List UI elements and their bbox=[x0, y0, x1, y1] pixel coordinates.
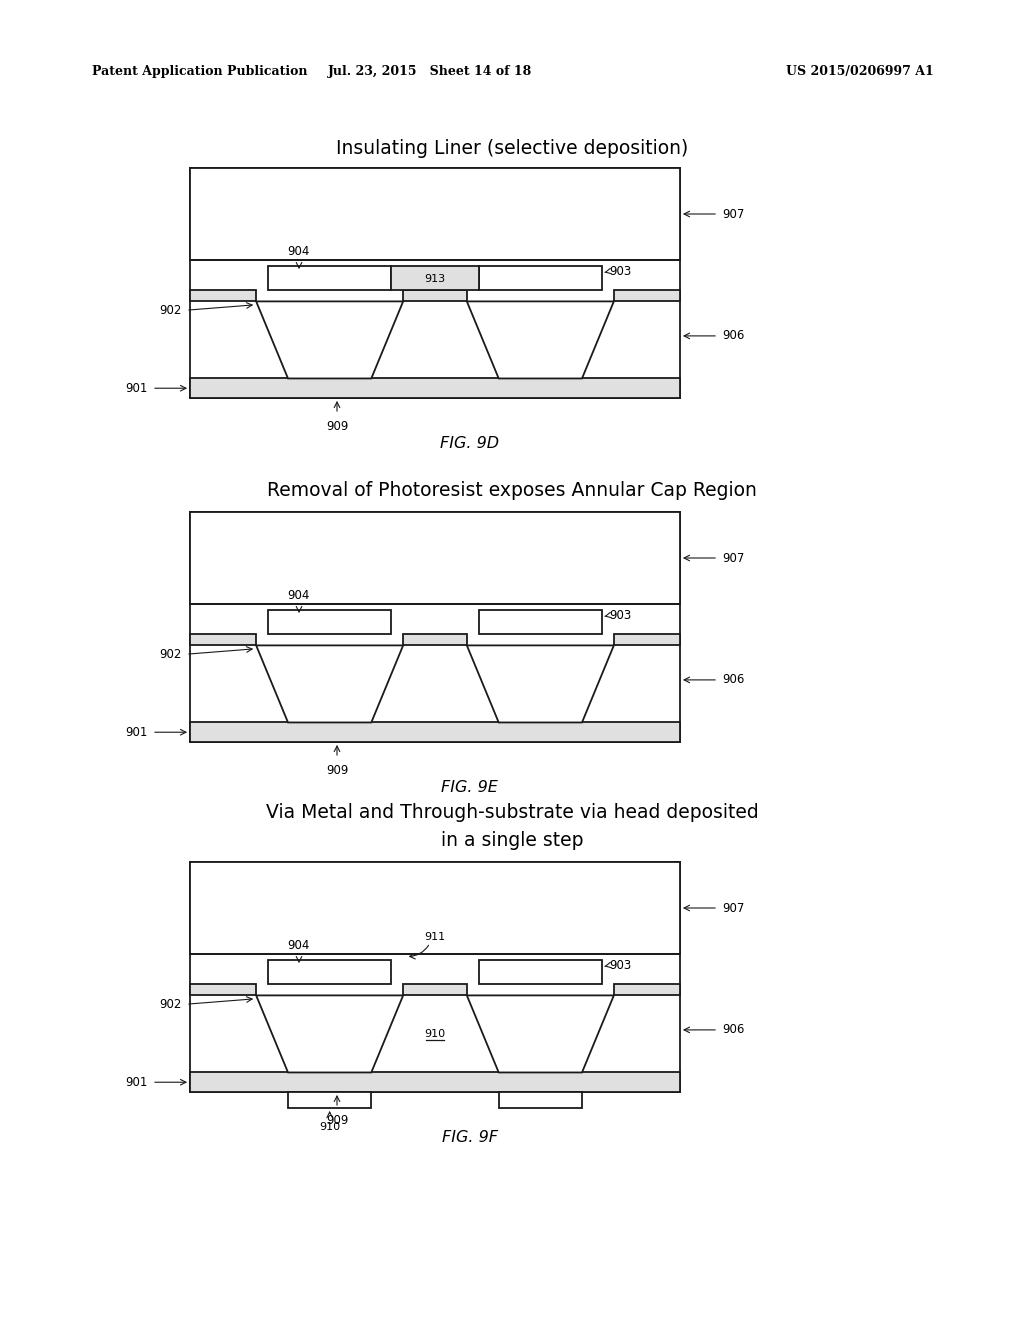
Text: Patent Application Publication: Patent Application Publication bbox=[92, 66, 307, 78]
Text: Removal of Photoresist exposes Annular Cap Region: Removal of Photoresist exposes Annular C… bbox=[267, 480, 757, 499]
Text: 909: 909 bbox=[326, 1114, 348, 1127]
Text: 909: 909 bbox=[326, 420, 348, 433]
Bar bbox=[479, 265, 601, 290]
Text: FIG. 9D: FIG. 9D bbox=[440, 436, 500, 451]
Text: 903: 903 bbox=[609, 610, 632, 622]
Polygon shape bbox=[256, 995, 403, 1072]
Text: Jul. 23, 2015   Sheet 14 of 18: Jul. 23, 2015 Sheet 14 of 18 bbox=[328, 66, 532, 78]
Bar bbox=[479, 610, 601, 635]
Text: 903: 903 bbox=[609, 960, 632, 973]
Bar bbox=[190, 379, 680, 399]
Text: 906: 906 bbox=[722, 330, 744, 342]
Bar bbox=[403, 635, 467, 645]
Bar bbox=[288, 1092, 372, 1107]
Text: in a single step: in a single step bbox=[440, 830, 584, 850]
Polygon shape bbox=[467, 301, 613, 379]
Bar bbox=[403, 985, 467, 995]
Bar bbox=[613, 985, 680, 995]
Bar bbox=[190, 512, 680, 742]
Polygon shape bbox=[256, 301, 403, 379]
Text: 907: 907 bbox=[722, 902, 744, 915]
Polygon shape bbox=[467, 645, 613, 722]
Polygon shape bbox=[467, 995, 613, 1072]
Text: 910: 910 bbox=[319, 1122, 340, 1133]
Text: Via Metal and Through-substrate via head deposited: Via Metal and Through-substrate via head… bbox=[265, 803, 759, 821]
Text: 907: 907 bbox=[722, 552, 744, 565]
Bar bbox=[268, 610, 391, 635]
Text: 913: 913 bbox=[424, 275, 445, 284]
Text: 902: 902 bbox=[160, 304, 182, 317]
Bar bbox=[190, 985, 256, 995]
Bar bbox=[190, 168, 680, 399]
Bar bbox=[190, 722, 680, 742]
Text: 906: 906 bbox=[722, 673, 744, 686]
Text: 901: 901 bbox=[126, 381, 148, 395]
Bar bbox=[190, 512, 680, 605]
Bar bbox=[613, 290, 680, 301]
Text: FIG. 9F: FIG. 9F bbox=[441, 1130, 498, 1144]
Text: 909: 909 bbox=[326, 764, 348, 777]
Text: US 2015/0206997 A1: US 2015/0206997 A1 bbox=[786, 66, 934, 78]
Bar bbox=[613, 635, 680, 645]
Text: 904: 904 bbox=[287, 244, 309, 257]
Text: 910: 910 bbox=[424, 1028, 445, 1039]
Bar bbox=[391, 265, 479, 290]
Polygon shape bbox=[256, 645, 403, 722]
Text: Insulating Liner (selective deposition): Insulating Liner (selective deposition) bbox=[336, 139, 688, 157]
Text: 904: 904 bbox=[287, 589, 309, 602]
Text: 911: 911 bbox=[424, 932, 445, 942]
Bar bbox=[499, 1092, 582, 1107]
Bar bbox=[190, 635, 256, 645]
Bar bbox=[268, 960, 391, 985]
Text: 907: 907 bbox=[722, 207, 744, 220]
Text: FIG. 9E: FIG. 9E bbox=[441, 780, 498, 795]
Bar bbox=[190, 168, 680, 260]
Text: 902: 902 bbox=[160, 998, 182, 1011]
Text: 902: 902 bbox=[160, 648, 182, 661]
Text: 901: 901 bbox=[126, 726, 148, 739]
Text: 906: 906 bbox=[722, 1023, 744, 1036]
Bar bbox=[190, 1072, 680, 1092]
Bar bbox=[190, 862, 680, 954]
Bar bbox=[479, 960, 601, 985]
Text: 901: 901 bbox=[126, 1076, 148, 1089]
Bar bbox=[268, 265, 391, 290]
Bar bbox=[190, 862, 680, 1092]
Text: 903: 903 bbox=[609, 265, 632, 279]
Text: 904: 904 bbox=[287, 939, 309, 952]
Bar bbox=[403, 290, 467, 301]
Bar bbox=[190, 290, 256, 301]
